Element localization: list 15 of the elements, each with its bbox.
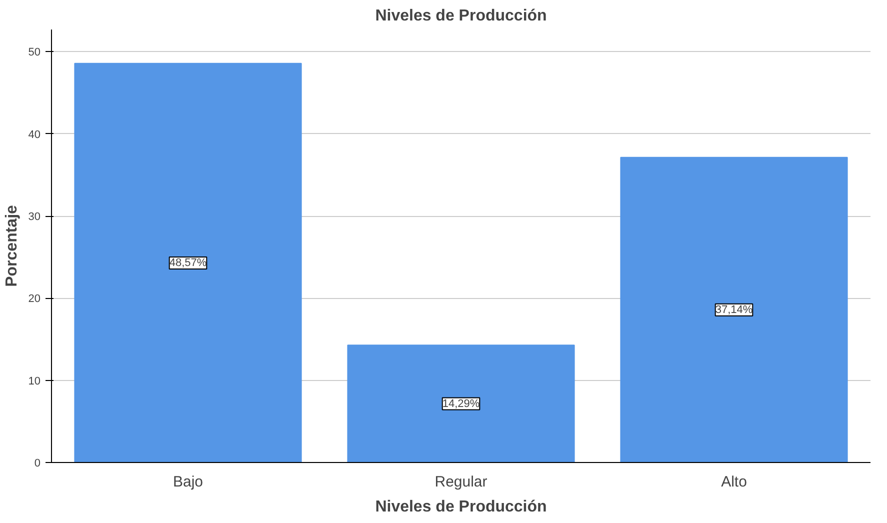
y-tick-label: 40 — [28, 128, 41, 141]
x-tick-label: Regular — [434, 474, 488, 490]
chart-title: Niveles de Producción — [375, 8, 547, 24]
bar — [347, 344, 575, 462]
y-tick-label: 50 — [28, 46, 41, 59]
y-tick-label: 30 — [28, 211, 41, 224]
x-tick-label: Alto — [721, 474, 747, 490]
y-tick-label: 0 — [34, 458, 41, 470]
bar — [74, 62, 302, 462]
y-tick-label: 20 — [28, 293, 41, 306]
y-tick-label: 10 — [28, 375, 41, 388]
x-tick-label: Bajo — [172, 474, 204, 490]
bar — [620, 156, 848, 462]
y-axis-title: Porcentaje — [3, 204, 20, 287]
x-axis-title: Niveles de Producción — [375, 498, 547, 516]
